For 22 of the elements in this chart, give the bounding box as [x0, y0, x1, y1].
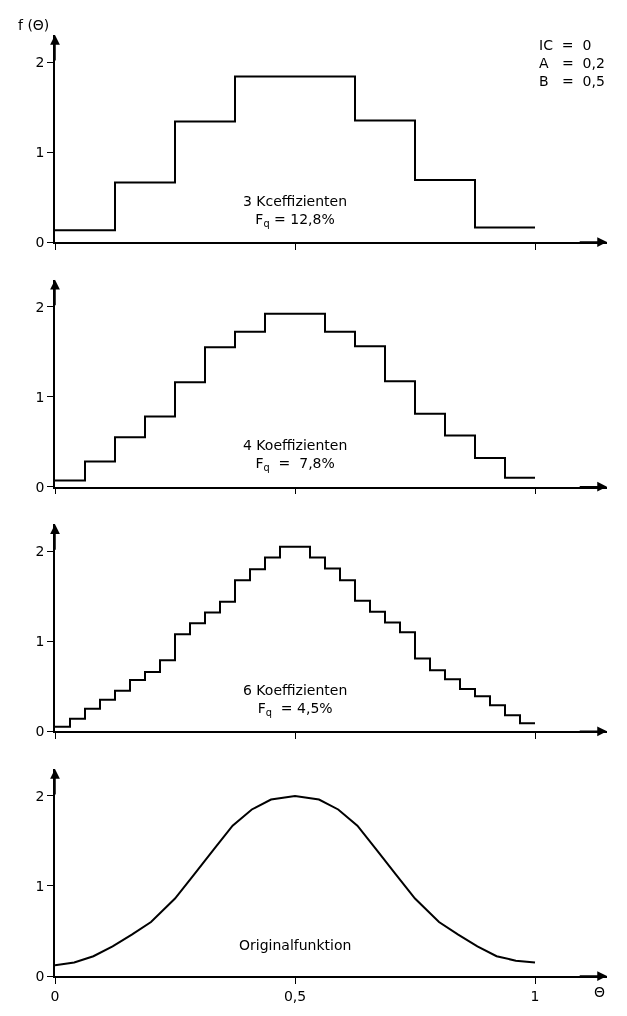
x-tick-label: 1: [530, 987, 540, 1004]
y-tick-label: 0: [35, 478, 45, 495]
y-tick-label: 0: [35, 723, 45, 740]
y-axis-title: f (Θ): [18, 17, 50, 33]
annotation: IC = 0 A = 0,2 B = 0,5: [539, 37, 605, 90]
y-tick-label: 1: [35, 633, 45, 650]
y-tick-label: 1: [35, 388, 45, 405]
x-tick-label: 0,5: [283, 987, 307, 1004]
y-tick-label: 2: [35, 298, 45, 315]
y-tick-label: 2: [35, 543, 45, 560]
annotation: Originalfunktion: [239, 937, 352, 953]
y-tick-label: 0: [35, 967, 45, 984]
x-tick-label: 0: [50, 987, 60, 1004]
y-tick-label: 1: [35, 143, 45, 160]
y-tick-label: 0: [35, 233, 45, 250]
annotation: 3 Kceffizienten F$_{q}$ = 12,8%: [243, 193, 348, 230]
y-tick-label: 1: [35, 877, 45, 894]
annotation: 4 Koeffizienten F$_{q}$ = 7,8%: [243, 437, 348, 474]
x-axis-title: Θ: [594, 984, 606, 1000]
annotation: 6 Koeffizienten F$_{q}$ = 4,5%: [243, 682, 348, 719]
y-tick-label: 2: [35, 787, 45, 804]
y-tick-label: 2: [35, 53, 45, 70]
